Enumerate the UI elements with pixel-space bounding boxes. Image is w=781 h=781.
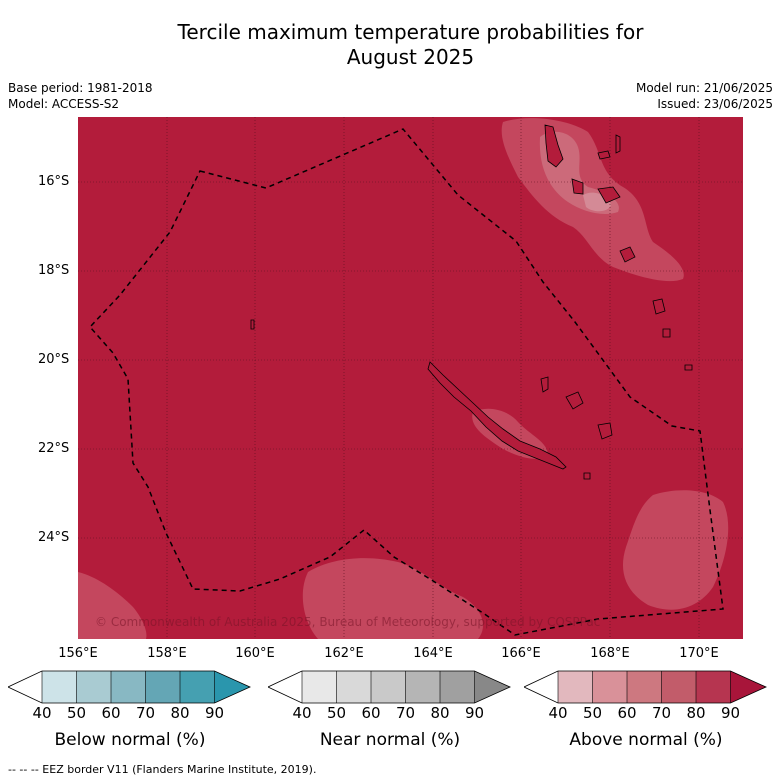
vanuatu-pentecost — [615, 134, 621, 154]
cbar-below-seg-6 — [214, 671, 250, 703]
colorbar-near — [268, 670, 511, 704]
issued-date: Issued: 23/06/2025 — [657, 97, 773, 111]
base-period: Base period: 1981-2018 — [8, 81, 153, 95]
cbar-below-seg-5 — [180, 671, 215, 703]
loyalty-island-mare — [597, 422, 613, 440]
tick: 80 — [430, 704, 450, 722]
lat-label-24s: 24°S — [38, 530, 70, 545]
tick: 60 — [361, 704, 381, 722]
model-name: Model: ACCESS-S2 — [8, 97, 120, 111]
loyalty-island-ouvea — [540, 376, 549, 393]
cbar-near-seg-6 — [474, 671, 510, 703]
cbar-below-seg-1 — [42, 671, 77, 703]
colorbar-near-label: Near normal (%) — [319, 730, 461, 750]
cbar-below-seg-2 — [76, 671, 111, 703]
tick: 60 — [617, 704, 637, 722]
lon-label-160e: 160°E — [235, 646, 275, 661]
tick: 80 — [686, 704, 706, 722]
vanuatu-erromango — [619, 246, 636, 263]
colorbar-above-label: Above normal (%) — [569, 730, 723, 750]
cbar-below-seg-3 — [111, 671, 146, 703]
islet-1 — [250, 319, 255, 330]
patch-south-center-80 — [302, 558, 483, 639]
patch-south-east-80 — [622, 490, 729, 610]
vanuatu-malakula — [571, 178, 584, 195]
cbar-below-seg-4 — [145, 671, 180, 703]
colorbar-below-label: Below normal (%) — [54, 730, 206, 750]
colorbar-below — [8, 670, 251, 704]
cbar-above-seg-1 — [558, 671, 593, 703]
cbar-above-seg-0 — [524, 671, 558, 703]
lat-label-22s: 22°S — [38, 441, 70, 456]
lon-label-170e: 170°E — [679, 646, 719, 661]
lat-label-18s: 18°S — [38, 263, 70, 278]
lon-label-168e: 168°E — [590, 646, 630, 661]
tick: 50 — [326, 704, 347, 722]
cbar-above-seg-2 — [592, 671, 627, 703]
tick: 90 — [720, 704, 741, 722]
colorbar-above — [524, 670, 767, 704]
cbar-near-seg-1 — [302, 671, 337, 703]
cbar-near-seg-5 — [440, 671, 475, 703]
copyright-notice: © Commonwealth of Australia 2025, Bureau… — [95, 615, 601, 629]
cbar-near-seg-2 — [336, 671, 371, 703]
lon-label-166e: 166°E — [501, 646, 541, 661]
meta-left: Base period: 1981-2018 Model: ACCESS-S2 — [8, 80, 153, 112]
tick: 70 — [395, 704, 416, 722]
vanuatu-ambae — [597, 150, 611, 160]
tick: 40 — [32, 704, 52, 722]
new-caledonia-island — [427, 361, 567, 470]
tick: 40 — [548, 704, 568, 722]
lon-label-156e: 156°E — [58, 646, 98, 661]
cbar-below-seg-0 — [8, 671, 42, 703]
islet-3 — [684, 364, 693, 371]
cbar-above-seg-4 — [661, 671, 696, 703]
islet-2 — [583, 472, 591, 480]
map-svg — [78, 117, 743, 639]
loyalty-island-lifou — [565, 391, 584, 410]
lon-label-164e: 164°E — [413, 646, 453, 661]
meta-right: Model run: 21/06/2025 Issued: 23/06/2025 — [636, 80, 773, 112]
vanuatu-tanna — [652, 298, 666, 315]
model-run: Model run: 21/06/2025 — [635, 81, 773, 95]
map-panel — [78, 117, 743, 639]
vanuatu-aneityum — [662, 328, 671, 338]
cbar-above-seg-3 — [627, 671, 662, 703]
eez-border — [88, 128, 724, 636]
tick: 70 — [135, 704, 156, 722]
tick: 80 — [170, 704, 190, 722]
tick: 90 — [464, 704, 485, 722]
cbar-near-seg-3 — [371, 671, 406, 703]
tick: 60 — [101, 704, 121, 722]
vanuatu-efate — [597, 186, 621, 204]
cbar-near-seg-0 — [268, 671, 302, 703]
vanuatu-espiritu-santo — [544, 124, 564, 168]
tick: 40 — [292, 704, 312, 722]
map-title: Tercile maximum temperature probabilitie… — [0, 20, 781, 70]
cbar-above-seg-5 — [696, 671, 731, 703]
tick: 50 — [66, 704, 87, 722]
patch-south-west-80 — [78, 572, 147, 639]
eez-footnote: -- -- -- EEZ border V11 (Flanders Marine… — [8, 763, 317, 776]
tick: 70 — [651, 704, 672, 722]
map-title-line1: Tercile maximum temperature probabilitie… — [177, 20, 644, 44]
map-title-line2: August 2025 — [346, 45, 475, 69]
lon-label-158e: 158°E — [147, 646, 187, 661]
lon-label-162e: 162°E — [324, 646, 364, 661]
tick: 50 — [582, 704, 603, 722]
tick: 90 — [204, 704, 225, 722]
coastlines — [250, 124, 693, 480]
lat-label-20s: 20°S — [38, 352, 70, 367]
cbar-near-seg-4 — [405, 671, 440, 703]
graticule — [78, 117, 743, 639]
cbar-above-seg-6 — [730, 671, 766, 703]
lat-label-16s: 16°S — [38, 174, 70, 189]
